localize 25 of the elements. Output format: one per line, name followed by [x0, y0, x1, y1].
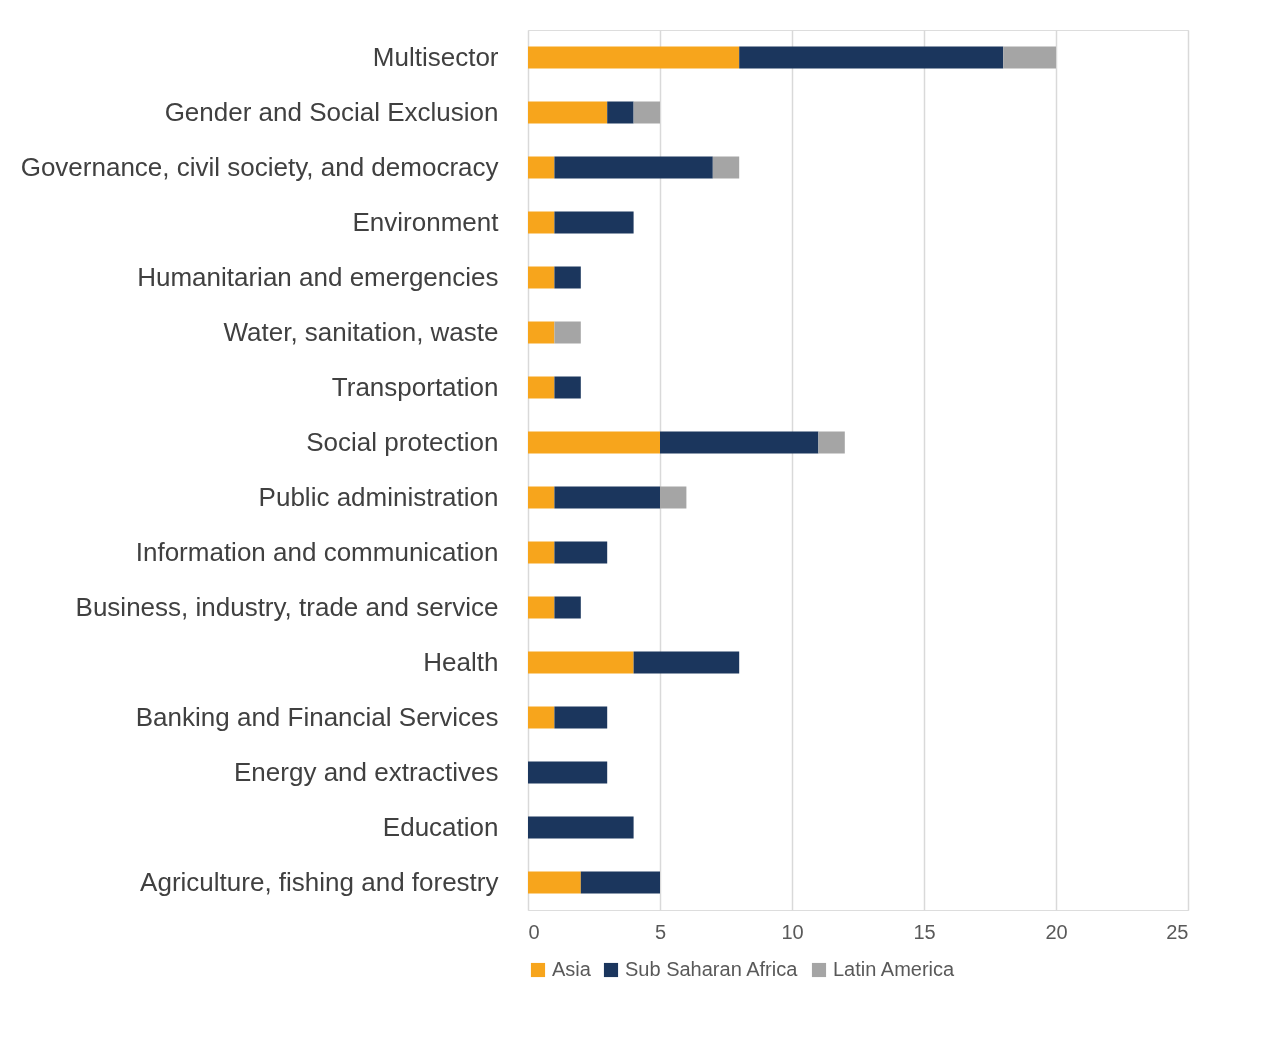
y-tick-label: Environment — [352, 206, 500, 237]
y-tick-label: Energy and extractives — [234, 756, 499, 787]
legend-label: Sub Saharan Africa — [625, 958, 799, 980]
x-tick-label: 15 — [913, 920, 936, 943]
y-tick-label: Governance, civil society, and democracy — [20, 151, 499, 182]
y-tick-label: Public administration — [258, 481, 499, 512]
x-tick-label: 5 — [654, 920, 667, 943]
y-tick-label: Health — [423, 646, 499, 677]
legend-label: Asia — [552, 958, 592, 980]
y-tick-label: Transportation — [331, 371, 499, 402]
x-tick-label: 10 — [781, 920, 804, 943]
y-tick-label: Agriculture, fishing and forestry — [140, 866, 499, 897]
y-tick-label: Water, sanitation, waste — [223, 316, 499, 347]
y-tick-label: Information and communication — [135, 536, 499, 567]
y-tick-label: Gender and Social Exclusion — [164, 96, 499, 127]
y-tick-label: Education — [382, 811, 499, 842]
x-tick-label: 0 — [528, 920, 540, 943]
y-tick-label: Multisector — [372, 41, 499, 72]
y-tick-label: Humanitarian and emergencies — [137, 261, 499, 292]
legend-label: Latin America — [833, 958, 956, 980]
y-tick-label: Social protection — [306, 426, 499, 457]
x-tick-label: 20 — [1045, 920, 1068, 943]
x-tick-label: 25 — [1166, 920, 1189, 943]
y-tick-label: Business, industry, trade and service — [75, 591, 499, 622]
y-tick-label: Banking and Financial Services — [135, 701, 499, 732]
